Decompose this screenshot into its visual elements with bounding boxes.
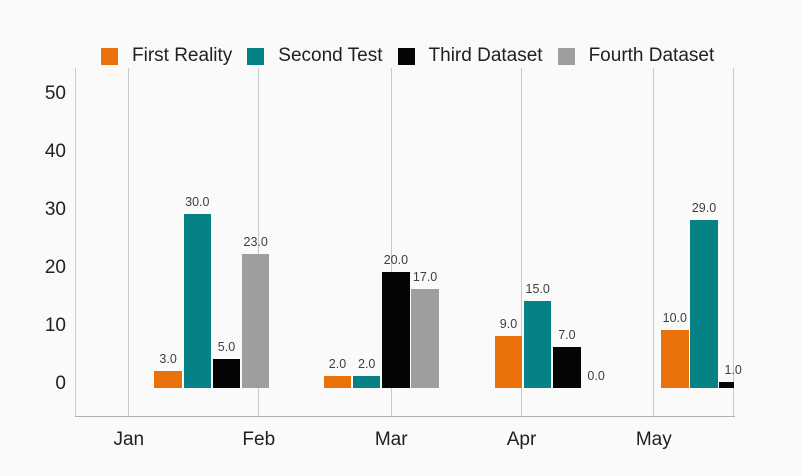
bar xyxy=(183,213,212,388)
bar-value-label: 20.0 xyxy=(383,252,409,267)
legend-item: Second Test xyxy=(247,45,383,66)
bar xyxy=(494,335,523,388)
bar xyxy=(323,376,352,388)
bar-value-label: 10.0 xyxy=(662,310,687,325)
vertical-gridline xyxy=(128,67,130,416)
legend-item: Third Dataset xyxy=(397,45,543,66)
bar-value-label: 2.0 xyxy=(328,357,347,372)
y-axis-tick-label: 50 xyxy=(44,82,66,104)
vertical-gridline xyxy=(653,67,655,416)
vertical-gridline xyxy=(733,67,734,416)
x-axis-tick-label: Mar xyxy=(374,429,408,450)
bar xyxy=(411,289,439,388)
vertical-gridline xyxy=(74,67,76,416)
legend-label: First Reality xyxy=(132,45,233,66)
legend-swatch-icon xyxy=(247,47,265,65)
x-axis-tick-label: Feb xyxy=(242,429,276,450)
bar xyxy=(719,382,734,388)
x-axis-tick-label: May xyxy=(635,429,672,450)
bar xyxy=(690,219,718,388)
y-axis-tick-label: 10 xyxy=(44,314,66,336)
vertical-gridline xyxy=(258,67,260,416)
y-axis-tick-label: 30 xyxy=(44,198,66,220)
legend-item: Fourth Dataset xyxy=(557,45,715,66)
bar-value-label: 1.0 xyxy=(724,363,742,378)
bar-value-label: 30.0 xyxy=(185,194,210,209)
y-axis-tick-label: 40 xyxy=(44,140,66,162)
x-axis-line xyxy=(75,415,735,417)
bar-value-label: 9.0 xyxy=(499,316,518,331)
legend-item: First Reality xyxy=(101,46,232,66)
x-axis-tick-label: Apr xyxy=(506,429,537,450)
bars-layer xyxy=(75,68,734,417)
bar xyxy=(553,347,581,388)
bar-value-label: 23.0 xyxy=(243,235,268,250)
bar-value-label: 2.0 xyxy=(357,357,376,372)
legend-label: Second Test xyxy=(278,45,383,66)
legend-swatch-icon xyxy=(397,47,415,65)
bar xyxy=(154,370,182,388)
bar-value-label: 3.0 xyxy=(159,351,177,366)
bar-value-label: 29.0 xyxy=(691,200,717,215)
legend-label: Third Dataset xyxy=(428,45,543,66)
vertical-gridline xyxy=(521,67,522,416)
bar xyxy=(352,376,381,388)
bar xyxy=(382,271,410,388)
bar xyxy=(212,358,241,388)
legend-label: Fourth Dataset xyxy=(588,45,715,66)
legend-swatch-icon xyxy=(101,47,118,65)
bar-value-label: 7.0 xyxy=(558,328,576,343)
legend-swatch-icon xyxy=(557,47,575,65)
y-axis-tick-label: 0 xyxy=(55,373,66,394)
bar xyxy=(523,300,552,388)
y-axis-tick-label: 20 xyxy=(44,256,66,278)
bar-value-label: 15.0 xyxy=(525,281,550,296)
bar xyxy=(241,254,270,388)
chart-legend: First Reality Second Test Third Dataset Fou… xyxy=(101,46,729,66)
bar xyxy=(661,329,689,388)
bar-value-label: 17.0 xyxy=(412,270,438,285)
vertical-gridline xyxy=(390,67,392,416)
bar-value-label: 5.0 xyxy=(217,339,236,354)
bar-value-label: 0.0 xyxy=(587,369,605,383)
x-axis-tick-label: Jan xyxy=(113,429,145,450)
